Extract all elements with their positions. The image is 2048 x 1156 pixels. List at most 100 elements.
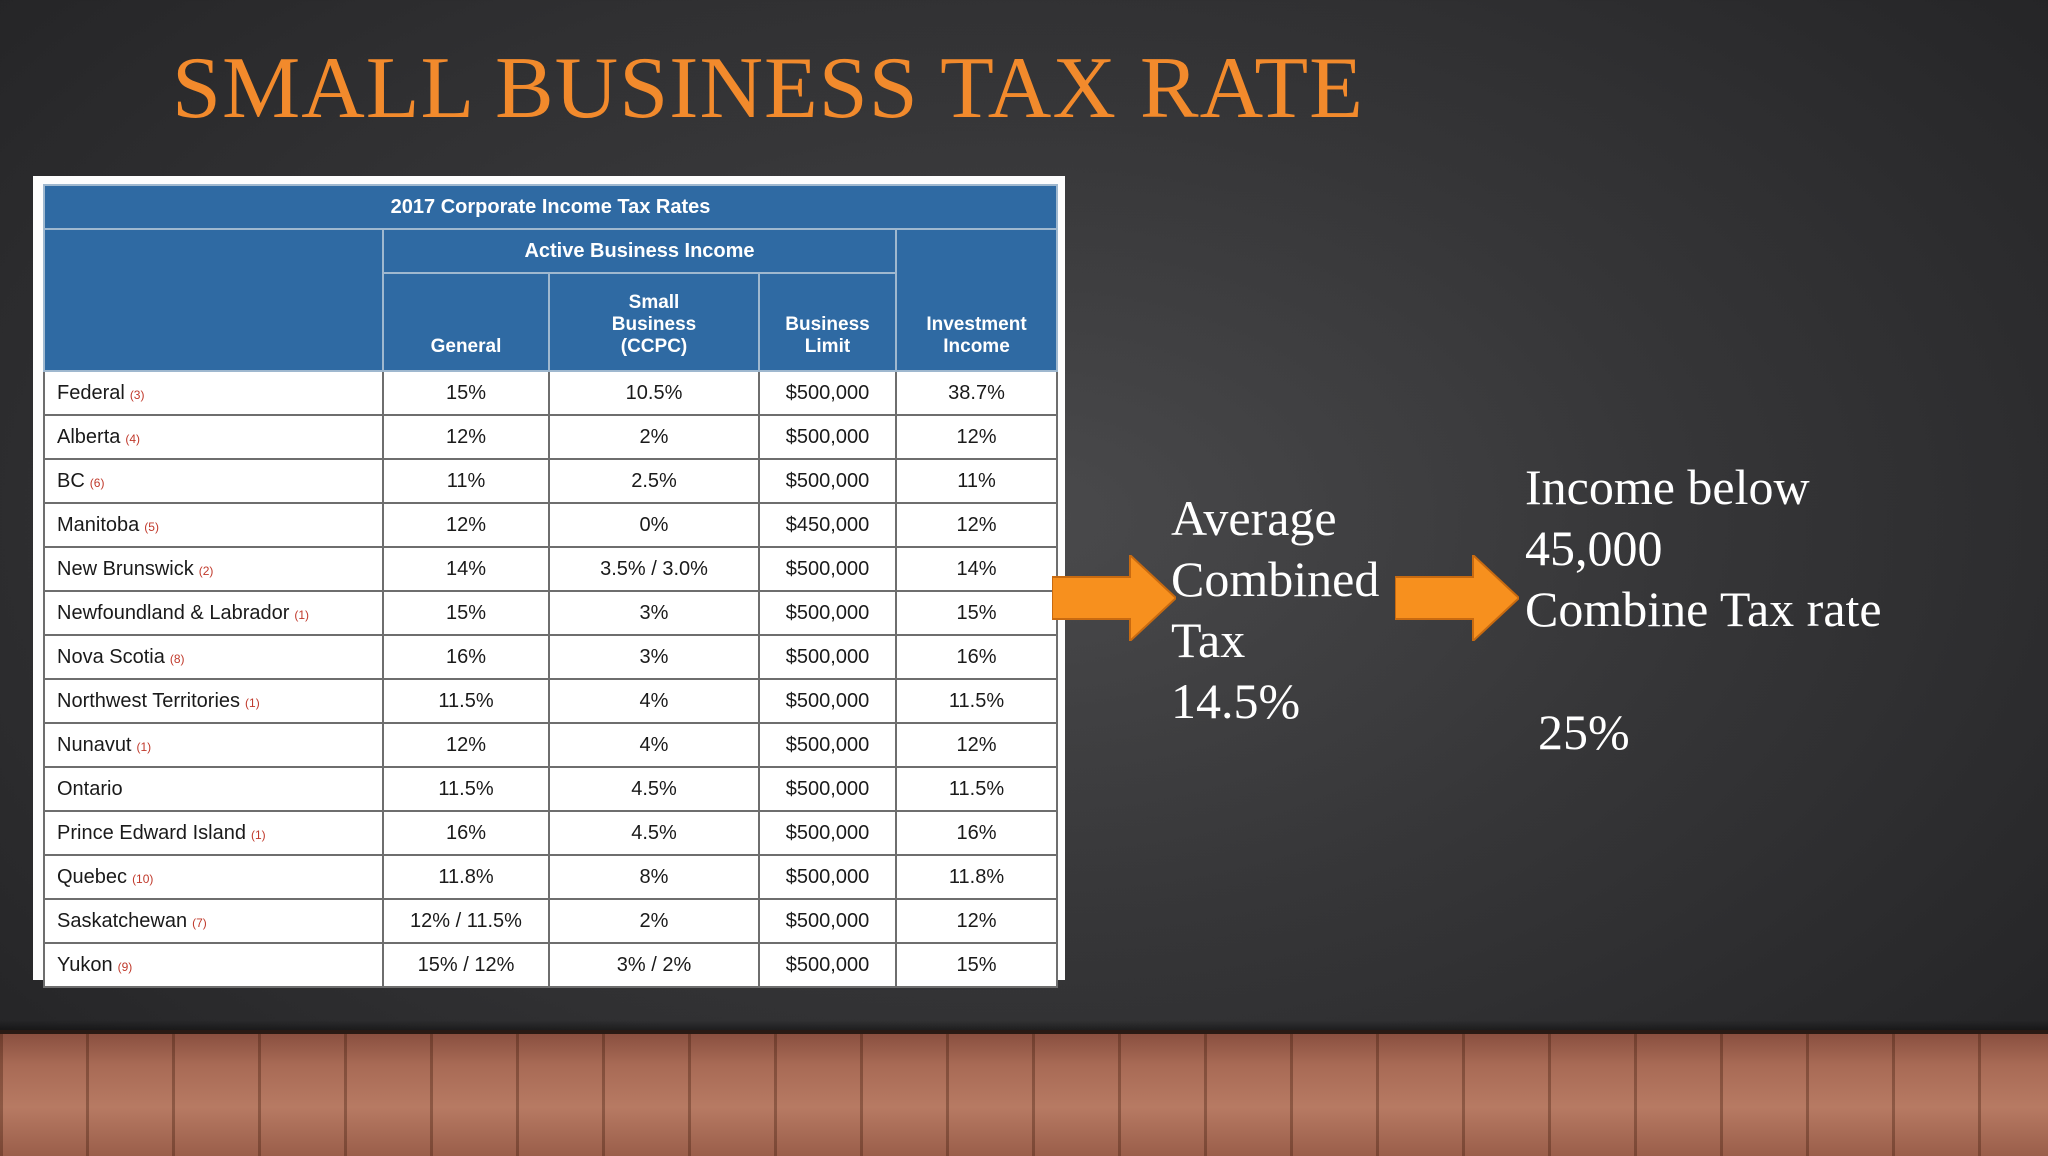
table-row: Alberta (4) 12% 2% $500,000 12% xyxy=(43,414,1059,460)
province-header xyxy=(43,228,384,372)
small-business-rate-cell: 4% xyxy=(548,722,760,768)
footnote-ref: (9) xyxy=(117,959,133,974)
province-cell: Newfoundland & Labrador (1) xyxy=(43,590,384,636)
province-cell: BC (6) xyxy=(43,458,384,504)
business-limit-cell: $500,000 xyxy=(758,854,897,900)
investment-income-cell: 12% xyxy=(894,898,1059,944)
general-rate-cell: 11.8% xyxy=(382,854,550,900)
table-row: Nova Scotia (8) 16% 3% $500,000 16% xyxy=(43,634,1059,680)
table-row: Manitoba (5) 12% 0% $450,000 12% xyxy=(43,502,1059,548)
small-business-header: Small Business (CCPC) xyxy=(548,272,760,372)
small-business-rate-cell: 8% xyxy=(548,854,760,900)
small-business-rate-cell: 2% xyxy=(548,898,760,944)
small-business-rate-cell: 2% xyxy=(548,414,760,460)
investment-income-cell: 12% xyxy=(894,414,1059,460)
business-limit-cell: $500,000 xyxy=(758,590,897,636)
table-row: Nunavut (1) 12% 4% $500,000 12% xyxy=(43,722,1059,768)
province-cell: Quebec (10) xyxy=(43,854,384,900)
investment-income-cell: 11.8% xyxy=(894,854,1059,900)
general-header: General xyxy=(382,272,550,372)
table-row: New Brunswick (2) 14% 3.5% / 3.0% $500,000 14… xyxy=(43,546,1059,592)
investment-income-cell: 38.7% xyxy=(894,370,1059,416)
slide-title: SMALL BUSINESS TAX RATE xyxy=(172,40,1364,137)
footnote-ref: (1) xyxy=(245,695,260,710)
province-cell: Federal (3) xyxy=(43,370,384,416)
general-rate-cell: 15% xyxy=(382,370,550,416)
business-limit-cell: $500,000 xyxy=(758,810,897,856)
average-combined-tax-note: Average Combined Tax 14.5% xyxy=(1171,490,1380,729)
business-limit-cell: $500,000 xyxy=(758,722,897,768)
general-rate-cell: 15% xyxy=(382,590,550,636)
investment-income-cell: 11% xyxy=(894,458,1059,504)
table-body: Federal (3) 15% 10.5% $500,000 38.7% Alberta (4… xyxy=(43,370,1059,988)
footnote-ref: (6) xyxy=(89,475,105,490)
general-rate-cell: 12% xyxy=(382,502,550,548)
province-cell: Saskatchewan (7) xyxy=(43,898,384,944)
table-row: Northwest Territories (1) 11.5% 4% $500,000 1… xyxy=(43,678,1059,724)
province-cell: Alberta (4) xyxy=(43,414,384,460)
small-business-rate-cell: 10.5% xyxy=(548,370,760,416)
table-row: Ontario 11.5% 4.5% $500,000 11.5% xyxy=(43,766,1059,812)
income-below-note: Income below 45,000 Combine Tax rate xyxy=(1525,459,1882,637)
general-rate-cell: 12% xyxy=(382,414,550,460)
footnote-ref: (2) xyxy=(198,563,214,578)
general-rate-cell: 11% xyxy=(382,458,550,504)
footnote-ref: (8) xyxy=(169,651,185,666)
table-row: Newfoundland & Labrador (1) 15% 3% $500,000 1… xyxy=(43,590,1059,636)
footnote-ref: (1) xyxy=(294,607,310,622)
province-cell: Nova Scotia (8) xyxy=(43,634,384,680)
province-cell: Northwest Territories (1) xyxy=(43,678,384,724)
business-limit-cell: $500,000 xyxy=(758,546,897,592)
business-limit-header: Business Limit xyxy=(758,272,897,372)
arrow-right-icon xyxy=(1395,555,1519,641)
general-rate-cell: 16% xyxy=(382,810,550,856)
small-business-rate-cell: 3% xyxy=(548,590,760,636)
business-limit-cell: $500,000 xyxy=(758,678,897,724)
tax-rate-table-image: 2017 Corporate Income Tax Rates Active B… xyxy=(33,176,1065,988)
small-business-rate-cell: 3% xyxy=(548,634,760,680)
footnote-ref: (1) xyxy=(250,827,266,842)
general-rate-cell: 11.5% xyxy=(382,678,550,724)
small-business-rate-cell: 2.5% xyxy=(548,458,760,504)
general-rate-cell: 12% xyxy=(382,722,550,768)
footnote-ref: (3) xyxy=(129,387,145,402)
arrow-right-icon xyxy=(1052,555,1176,641)
business-limit-cell: $450,000 xyxy=(758,502,897,548)
footnote-ref: (10) xyxy=(132,871,154,886)
table-row: Prince Edward Island (1) 16% 4.5% $500,000 16… xyxy=(43,810,1059,856)
small-business-rate-cell: 4.5% xyxy=(548,810,760,856)
table-row: Yukon (9) 15% / 12% 3% / 2% $500,000 15% xyxy=(43,942,1059,988)
general-rate-cell: 15% / 12% xyxy=(382,942,550,988)
province-cell: Prince Edward Island (1) xyxy=(43,810,384,856)
general-rate-cell: 14% xyxy=(382,546,550,592)
table-row: BC (6) 11% 2.5% $500,000 11% xyxy=(43,458,1059,504)
investment-income-cell: 16% xyxy=(894,634,1059,680)
province-cell: Ontario xyxy=(43,766,384,812)
business-limit-cell: $500,000 xyxy=(758,370,897,416)
small-business-rate-cell: 3.5% / 3.0% xyxy=(548,546,760,592)
business-limit-cell: $500,000 xyxy=(758,414,897,460)
business-limit-cell: $500,000 xyxy=(758,942,897,988)
footnote-ref: (4) xyxy=(125,431,141,446)
small-business-rate-cell: 4.5% xyxy=(548,766,760,812)
business-limit-cell: $500,000 xyxy=(758,898,897,944)
province-cell: Nunavut (1) xyxy=(43,722,384,768)
footnote-ref: (7) xyxy=(192,915,207,930)
investment-income-cell: 16% xyxy=(894,810,1059,856)
province-cell: Yukon (9) xyxy=(43,942,384,988)
general-rate-cell: 16% xyxy=(382,634,550,680)
business-limit-cell: $500,000 xyxy=(758,458,897,504)
active-business-income-header: Active Business Income xyxy=(382,228,897,274)
table-row: Quebec (10) 11.8% 8% $500,000 11.8% xyxy=(43,854,1059,900)
small-business-rate-cell: 3% / 2% xyxy=(548,942,760,988)
footnote-ref: (1) xyxy=(136,739,152,754)
investment-income-cell: 11.5% xyxy=(894,766,1059,812)
business-limit-cell: $500,000 xyxy=(758,634,897,680)
table-row: Federal (3) 15% 10.5% $500,000 38.7% xyxy=(43,370,1059,416)
business-limit-cell: $500,000 xyxy=(758,766,897,812)
small-business-rate-cell: 4% xyxy=(548,678,760,724)
small-business-rate-cell: 0% xyxy=(548,502,760,548)
investment-income-cell: 14% xyxy=(894,546,1059,592)
investment-income-cell: 12% xyxy=(894,722,1059,768)
general-rate-cell: 12% / 11.5% xyxy=(382,898,550,944)
